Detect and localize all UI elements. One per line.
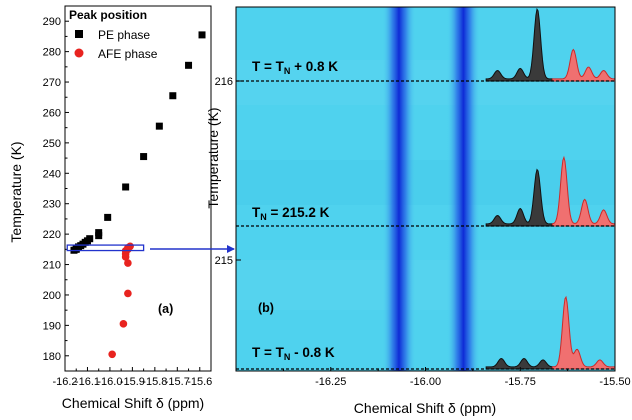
panel-b-texture-2 [236,160,615,205]
panel-a-ticks: -16.2-16.1-16.0-15.9-15.8-15.7-15.6 180 19… [43,16,213,388]
y-tick-label-b: 216 [215,76,233,88]
y-tick-label-a: 210 [43,260,61,272]
y-tick-label-a: 200 [43,290,61,302]
data-point-afe [124,289,132,298]
spectrum-afe-area [551,155,616,227]
x-tick-label-a: -16.2 [52,376,77,388]
spectrum-afe-area [551,295,616,370]
spectrum-pe-area [485,7,553,82]
panel-b-ylabel: Temperature (K) [205,107,221,208]
x-tick-label-a: -16.0 [97,376,122,388]
x-tick-label-a: -15.8 [142,376,167,388]
data-point-pe [155,122,163,130]
dark-band [446,7,481,371]
panel-a-label: (a) [158,302,173,316]
x-tick-label-b: -15.75 [505,376,536,388]
panel-b-spectra: T = TN + 0.8 K TN = 215.2 K T = TN - 0.8 K [236,7,616,370]
legend-title: Peak position [69,8,147,22]
y-tick-label-a: 290 [43,16,61,28]
y-tick-label-a: 230 [43,199,61,211]
data-point-afe [119,320,128,328]
temperature-label: T = TN + 0.8 K [252,59,338,76]
y-tick-label-a: 220 [43,229,61,241]
panel-b-label: (b) [258,301,274,315]
spectrum-pe-area [485,358,553,370]
y-tick-label-b: 215 [215,255,233,267]
y-tick-label-a: 190 [43,320,61,332]
data-point-pe [95,232,103,240]
legend: Peak position PE phase AFE phase [69,8,158,61]
data-point-pe [198,31,206,39]
dark-band [382,7,416,371]
y-tick-label-a: 180 [43,351,61,363]
data-point-afe [124,259,132,267]
x-tick-label-a: -15.6 [187,376,212,388]
y-tick-label-a: 270 [43,77,61,89]
x-tick-label-b: -16.25 [315,376,346,388]
legend-label-afe: AFE phase [98,47,158,61]
spectrum-afe-area [551,48,616,82]
data-point-pe [169,92,177,100]
x-tick-label-a: -15.7 [165,376,190,388]
panel-b-heatmap: T = TN + 0.8 K TN = 215.2 K T = TN - 0.8 K… [205,6,631,416]
temperature-label: TN = 215.2 K [252,205,330,222]
spectrum-pe-area [485,168,553,227]
data-point-pe [104,213,112,221]
panel-b-texture-1 [236,60,615,105]
panel-b-xlabel: Chemical Shift δ (ppm) [354,400,496,416]
y-tick-label-a: 280 [43,47,61,59]
data-point-afe [121,253,130,261]
highlight-box [66,244,145,252]
x-tick-label-a: -16.1 [75,376,100,388]
panel-b-ticks: -16.25 -16.00 -15.75 -15.50 216 215 [215,76,631,388]
x-tick-label-b: -15.50 [599,376,630,388]
x-tick-label-b: -16.00 [410,376,441,388]
legend-marker-afe [74,48,84,58]
y-tick-label-a: 260 [43,107,61,119]
y-tick-label-a: 240 [43,168,61,180]
panel-b-bands [382,7,481,371]
y-tick-label-a: 250 [43,138,61,150]
data-point-pe [122,183,130,191]
panel-a-scatter: -16.2-16.1-16.0-15.9-15.8-15.7-15.6 180 19… [8,5,213,411]
panel-a-ylabel: Temperature (K) [8,141,24,242]
legend-marker-pe [75,30,83,38]
temperature-label: T = TN - 0.8 K [252,345,335,362]
x-tick-label-a: -15.9 [120,376,145,388]
data-point-pe [185,61,193,69]
legend-label-pe: PE phase [98,28,150,42]
data-point-pe [140,153,148,161]
panel-a-xlabel: Chemical Shift δ (ppm) [62,395,204,411]
data-point-afe [108,350,116,359]
panel-b-texture-3 [236,260,615,310]
panel-b-background [236,7,615,371]
